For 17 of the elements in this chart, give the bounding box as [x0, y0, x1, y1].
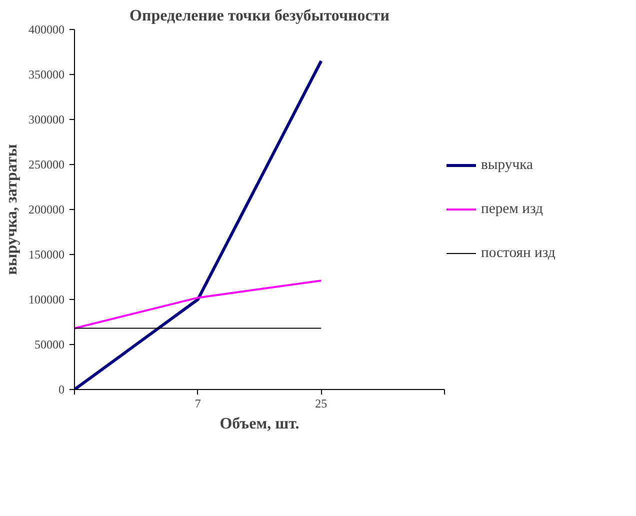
- y-tick-label: 300000: [28, 112, 64, 126]
- legend-label: выручка: [481, 156, 534, 174]
- y-tick-label: 400000: [28, 22, 64, 36]
- y-axis-title: выручка, затраты: [4, 144, 20, 275]
- y-tick-label: 100000: [28, 292, 64, 306]
- legend-label: перем изд: [481, 200, 543, 218]
- y-tick-label: 0: [58, 382, 64, 396]
- y-tick-label: 350000: [28, 68, 64, 82]
- y-tick-label: 200000: [28, 202, 64, 216]
- x-axis-title: Объем, шт.: [220, 416, 300, 432]
- legend-label: постоян изд: [481, 244, 556, 262]
- x-tick-label: 7: [194, 396, 201, 410]
- y-tick-label: 50000: [34, 338, 64, 352]
- x-tick-label: 25: [315, 396, 328, 410]
- y-tick-label: 150000: [28, 248, 64, 262]
- y-tick-label: 250000: [28, 158, 64, 172]
- chart-title: Определение точки безубыточности: [130, 8, 390, 24]
